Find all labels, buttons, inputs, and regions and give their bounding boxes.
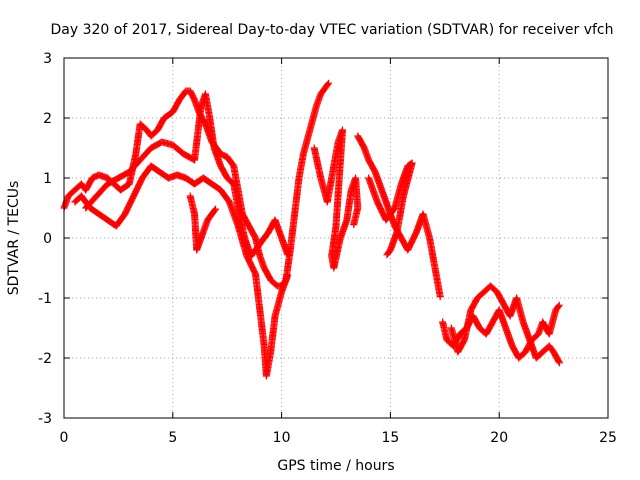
y-tick-label: -1 bbox=[38, 291, 52, 307]
series-arc-7 bbox=[365, 159, 416, 259]
series-arc-9 bbox=[447, 282, 563, 367]
series-arc-6 bbox=[354, 132, 444, 301]
series-arc-4 bbox=[186, 192, 220, 254]
x-tick-label: 5 bbox=[168, 430, 177, 446]
series-arc-3 bbox=[82, 90, 292, 260]
y-tick-label: 0 bbox=[43, 231, 52, 247]
chart-title: Day 320 of 2017, Sidereal Day-to-day VTE… bbox=[50, 22, 613, 38]
x-tick-label: 20 bbox=[490, 430, 508, 446]
data-point bbox=[211, 206, 219, 214]
x-axis-title: GPS time / hours bbox=[277, 458, 394, 474]
y-tick-label: 2 bbox=[43, 111, 52, 127]
data-point bbox=[212, 205, 220, 213]
data-point bbox=[383, 251, 391, 259]
x-tick-label: 0 bbox=[60, 430, 69, 446]
y-axis-title: SDTVAR / TECUs bbox=[6, 181, 22, 296]
data-point bbox=[384, 250, 392, 258]
series-arc-2 bbox=[71, 162, 292, 380]
data-points bbox=[60, 79, 563, 380]
x-tick-label: 15 bbox=[381, 430, 399, 446]
data-point bbox=[284, 271, 292, 279]
y-tick-label: -3 bbox=[38, 411, 52, 427]
data-point bbox=[284, 251, 292, 259]
data-point bbox=[324, 80, 332, 88]
data-point bbox=[436, 293, 444, 301]
data-point bbox=[325, 79, 333, 87]
plot-frame bbox=[63, 57, 609, 419]
data-point bbox=[350, 221, 358, 229]
y-tick-label: 1 bbox=[43, 171, 52, 187]
series-arc-5 bbox=[310, 126, 362, 272]
x-tick-label: 25 bbox=[599, 430, 617, 446]
axis-ticks: 0 5 10 15 20 25 -3 -2 -1 0 1 2 3 bbox=[38, 51, 617, 446]
data-point bbox=[554, 302, 562, 310]
data-point bbox=[555, 359, 563, 367]
data-point bbox=[555, 358, 563, 366]
y-tick-label: -2 bbox=[38, 351, 52, 367]
x-tick-label: 10 bbox=[273, 430, 291, 446]
y-tick-label: 3 bbox=[43, 51, 52, 67]
data-point bbox=[555, 301, 563, 309]
